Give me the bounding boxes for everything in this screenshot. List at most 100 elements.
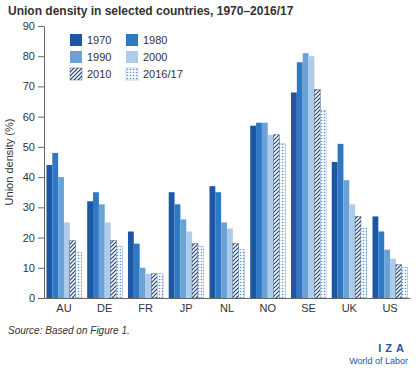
legend-item: 1990	[70, 51, 111, 63]
y-tick-mark	[38, 238, 44, 239]
y-tick-mark	[38, 86, 44, 87]
bar	[355, 216, 361, 298]
bar	[378, 232, 384, 298]
bar	[99, 204, 105, 298]
y-tick: 80	[23, 50, 44, 62]
bar	[233, 244, 239, 298]
bar	[52, 153, 58, 298]
bar	[151, 274, 157, 298]
title: Union density in selected countries, 197…	[8, 4, 294, 18]
bar	[209, 186, 215, 298]
bar	[314, 89, 320, 298]
bar	[128, 232, 134, 298]
bar	[180, 219, 186, 298]
legend: 197019801990200020102016/17	[70, 34, 183, 80]
bar	[221, 222, 227, 298]
y-tick-label: 0	[29, 292, 35, 304]
legend-label: 1970	[87, 34, 111, 46]
y-label: Union density (%)	[3, 119, 15, 206]
y-tick-mark	[38, 177, 44, 178]
logo-text: IZA	[378, 342, 408, 354]
bar	[279, 144, 285, 298]
x-tick: JP	[180, 298, 193, 314]
plot: 0102030405060708090AUDEFRJPNLNOSEUKUS197…	[23, 20, 411, 314]
bar	[157, 274, 163, 298]
bar	[145, 274, 151, 298]
y-tick-label: 50	[23, 141, 35, 153]
bar	[390, 259, 396, 298]
y-tick: 10	[23, 262, 44, 274]
bar	[349, 204, 355, 298]
legend-label: 2016/17	[143, 68, 183, 80]
bar	[215, 192, 221, 298]
x-tick: NO	[260, 298, 277, 314]
x-tick: DE	[97, 298, 112, 314]
legend-swatch	[70, 51, 82, 63]
y-tick-mark	[38, 26, 44, 27]
legend-swatch	[126, 51, 138, 63]
bar	[169, 192, 175, 298]
x-axis-line	[45, 298, 411, 299]
legend-item: 2010	[70, 68, 111, 80]
bar-series	[76, 111, 408, 298]
y-axis: 0102030405060708090	[23, 20, 45, 304]
x-tick: AU	[56, 298, 71, 314]
legend-label: 1990	[87, 51, 111, 63]
y-tick-label: 40	[23, 171, 35, 183]
y-tick-label: 80	[23, 50, 35, 62]
bar	[274, 135, 280, 298]
y-tick: 90	[23, 20, 44, 32]
x-tick-label: FR	[138, 302, 153, 314]
x-tick-label: UK	[342, 302, 358, 314]
bar	[105, 222, 111, 298]
bar	[70, 241, 76, 298]
bar	[46, 165, 52, 298]
legend-label: 2010	[87, 68, 111, 80]
x-tick-label: SE	[301, 302, 316, 314]
bar	[373, 216, 379, 298]
bar-series	[46, 92, 378, 298]
bar	[256, 123, 262, 298]
legend-item: 1970	[70, 34, 111, 46]
y-tick: 70	[23, 80, 44, 92]
bar	[116, 247, 122, 298]
x-tick-label: US	[382, 302, 397, 314]
bar	[134, 244, 140, 298]
legend-swatch	[126, 68, 138, 80]
bar-series	[58, 53, 390, 298]
y-tick-mark	[38, 207, 44, 208]
y-tick-label: 90	[23, 20, 35, 32]
bar	[76, 253, 82, 298]
x-tick: UK	[342, 298, 358, 314]
bar	[343, 180, 349, 298]
legend-item: 2016/17	[126, 68, 183, 80]
y-tick-label: 10	[23, 262, 35, 274]
logo-subtext: World of Labor	[349, 356, 408, 366]
bar	[186, 232, 192, 298]
x-axis: AUDEFRJPNLNOSEUKUS	[45, 298, 411, 314]
bar	[227, 228, 233, 298]
y-tick-label: 30	[23, 201, 35, 213]
bar	[87, 201, 93, 298]
legend-item: 2000	[126, 51, 167, 63]
bar	[111, 241, 117, 298]
bar	[58, 177, 64, 298]
chart: Union density in selected countries, 197…	[0, 0, 418, 372]
y-axis-line	[44, 27, 45, 299]
bar	[93, 192, 99, 298]
bar	[239, 250, 245, 298]
logo: IZA World of Labor	[349, 342, 408, 366]
y-tick-label: 70	[23, 80, 35, 92]
bar	[384, 250, 390, 298]
x-tick-label: DE	[97, 302, 112, 314]
bar	[303, 53, 309, 298]
legend-swatch	[70, 34, 82, 46]
y-tick: 40	[23, 171, 44, 183]
bar	[332, 162, 338, 298]
bar-series	[70, 89, 402, 298]
y-tick-label: 20	[23, 232, 35, 244]
y-tick: 0	[29, 292, 44, 304]
bar	[64, 222, 70, 298]
bar	[291, 92, 297, 298]
y-tick-mark	[38, 268, 44, 269]
